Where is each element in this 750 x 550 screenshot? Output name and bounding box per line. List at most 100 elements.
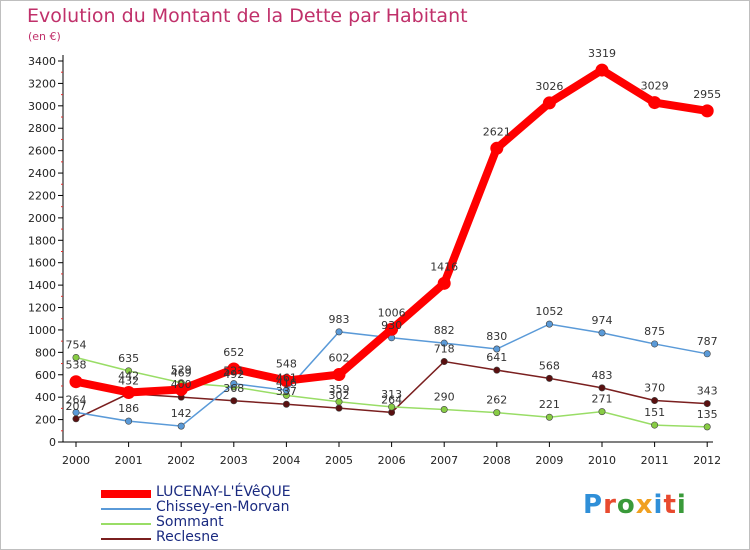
data-label: 521	[223, 365, 244, 378]
series-layer	[69, 63, 714, 431]
data-point	[388, 403, 396, 411]
data-point	[703, 400, 711, 408]
data-label: 641	[486, 351, 507, 364]
data-point-main	[648, 96, 662, 110]
x-tick-label: 2002	[167, 454, 195, 467]
data-point	[335, 404, 343, 412]
data-point	[230, 380, 238, 388]
x-tick-label: 2004	[272, 454, 300, 467]
data-label: 416	[276, 376, 297, 389]
data-label: 207	[66, 400, 87, 413]
data-point	[598, 384, 606, 392]
data-point-main	[122, 385, 136, 399]
data-point	[125, 367, 133, 375]
y-tick-label: 2200	[28, 189, 56, 202]
data-point-main	[279, 374, 293, 388]
chart-title: Evolution du Montant de la Dette par Hab…	[27, 5, 468, 27]
data-label: 368	[223, 382, 244, 395]
proxiti-logo: Proxiti	[583, 490, 687, 520]
logo-letter: i	[676, 490, 687, 520]
data-point-main	[542, 96, 556, 110]
logo-letter: t	[663, 490, 677, 520]
legend-swatch	[101, 523, 151, 525]
data-point	[703, 423, 711, 431]
y-tick-label: 400	[35, 391, 56, 404]
x-tick-label: 2000	[62, 454, 90, 467]
data-label: 221	[539, 398, 560, 411]
data-labels: 207 432 400 368 337 302 264 718 641 568 483 370 343 7…	[66, 47, 722, 421]
data-label: 2955	[693, 88, 721, 101]
data-label: 461	[276, 371, 297, 384]
data-label: 442	[118, 369, 139, 382]
data-label: 830	[486, 330, 507, 343]
data-point-main	[174, 382, 188, 396]
y-tick-label: 0	[49, 436, 56, 449]
data-point	[282, 400, 290, 408]
data-point-main	[227, 362, 241, 376]
data-point	[651, 421, 659, 429]
data-label: 400	[171, 378, 192, 391]
y-tick-label: 200	[35, 414, 56, 427]
data-label: 635	[118, 352, 139, 365]
data-label: 432	[118, 375, 139, 388]
data-point	[651, 397, 659, 405]
data-label: 1006	[378, 306, 406, 319]
x-tick-label: 2006	[378, 454, 406, 467]
x-tick-label: 2009	[535, 454, 563, 467]
y-tick-label: 2800	[28, 122, 56, 135]
data-point	[177, 422, 185, 430]
x-tick-label: 2007	[430, 454, 458, 467]
x-tick-label: 2011	[641, 454, 669, 467]
data-label: 264	[66, 393, 87, 406]
logo-letter: i	[653, 490, 664, 520]
data-point-main	[385, 322, 399, 336]
y-tick-label: 1000	[28, 324, 56, 337]
x-tick-label: 2012	[693, 454, 721, 467]
data-point	[493, 345, 501, 353]
data-point-main	[437, 276, 451, 290]
data-point	[440, 358, 448, 366]
data-label: 492	[223, 368, 244, 381]
data-label: 483	[592, 369, 613, 382]
logo-letter: x	[635, 490, 654, 520]
chart-axes: 0 200 400 600 800 1000 1200 1400 1600 1800 2000 220…	[28, 55, 721, 467]
data-label: 359	[329, 383, 350, 396]
logo-letter: r	[603, 490, 617, 520]
data-point	[282, 386, 290, 394]
series-Reclesne	[72, 358, 711, 423]
logo-letter: o	[616, 490, 636, 520]
data-label: 983	[329, 313, 350, 326]
data-point	[72, 354, 80, 362]
y-tick-label: 1600	[28, 257, 56, 270]
data-point-main	[700, 104, 714, 118]
data-label: 343	[697, 385, 718, 398]
data-point	[651, 340, 659, 348]
data-label: 718	[434, 343, 455, 356]
legend-swatch	[101, 508, 151, 510]
data-point-main	[69, 375, 83, 389]
data-label: 290	[434, 391, 455, 404]
series-line-main	[72, 66, 712, 397]
chart-unit: (en €)	[28, 30, 61, 43]
data-point	[545, 320, 553, 328]
data-label: 3319	[588, 47, 616, 60]
y-tick-label: 1400	[28, 279, 56, 292]
legend-label: LUCENAY-L'ÉVêQUE	[156, 484, 291, 500]
y-tick-label: 1800	[28, 234, 56, 247]
series-LUCENAY-L'ÉVêQUE	[69, 63, 714, 399]
y-tick-label: 3400	[28, 55, 56, 68]
legend-label: Sommant	[156, 514, 224, 530]
data-label: 754	[66, 339, 87, 352]
x-tick-label: 2008	[483, 454, 511, 467]
data-label: 469	[171, 366, 192, 379]
legend-swatch	[101, 538, 151, 540]
y-tick-label: 800	[35, 346, 56, 359]
data-label: 3029	[641, 80, 669, 93]
series-Chissey-en-Morvan	[72, 320, 711, 430]
legend-swatch	[101, 490, 151, 498]
y-tick-label: 2600	[28, 145, 56, 158]
data-label: 370	[644, 382, 665, 395]
data-point	[440, 339, 448, 347]
